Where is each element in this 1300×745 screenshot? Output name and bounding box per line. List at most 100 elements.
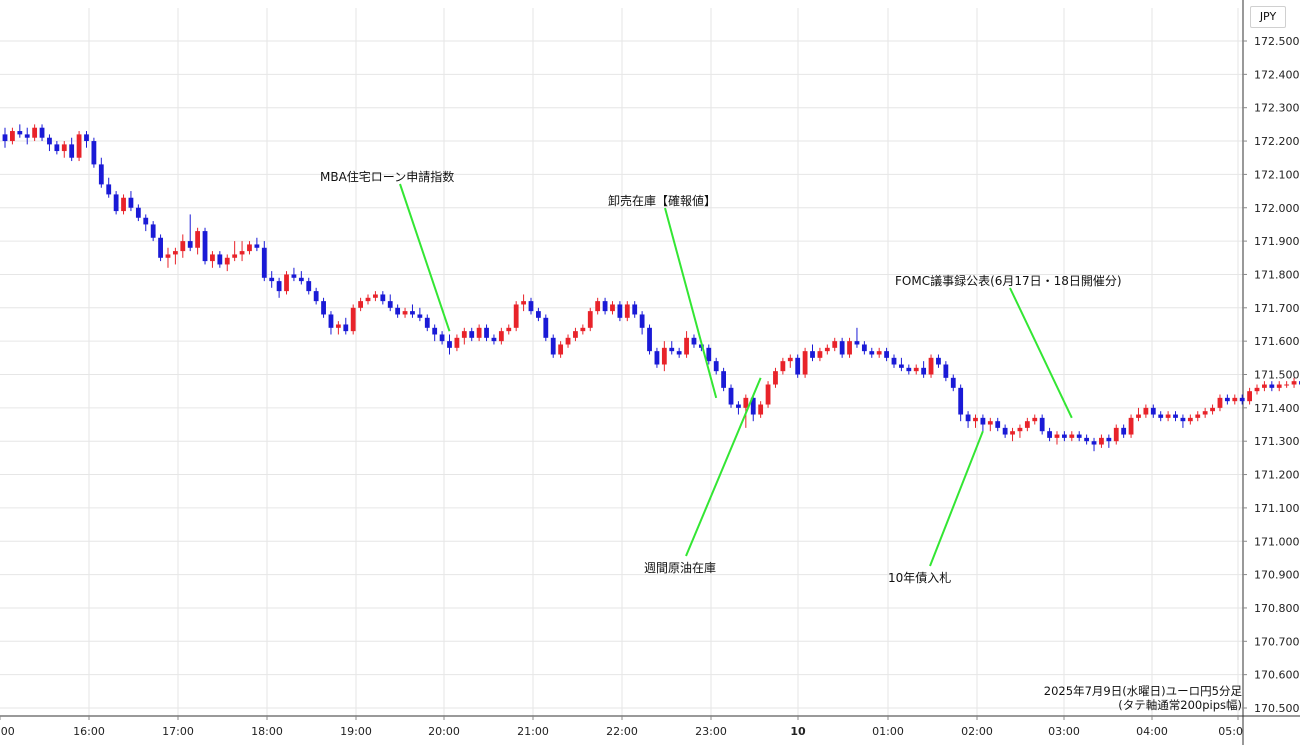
candle [491,334,497,345]
candle [306,277,312,295]
candle-body [2,134,8,142]
candle [224,254,230,272]
candle-body [824,347,830,352]
candle-body [1269,384,1275,388]
candle [839,337,845,358]
candle-body [224,257,230,265]
y-tick-label: 171.500 [1254,369,1300,382]
candle-body [1180,417,1186,422]
candle-body [891,357,897,365]
candle [469,327,475,342]
candle-body [773,371,778,385]
candle-body [61,144,67,152]
candle-body [39,127,45,138]
candle [180,234,186,258]
candle [128,191,134,212]
x-tick-label: 16:00 [73,725,105,738]
candle-body [550,337,556,355]
candle-body [884,351,889,358]
candle [365,294,371,305]
candle-body [321,301,326,315]
candle-body [1165,414,1171,418]
candle-body [906,367,912,372]
candle-body [1276,384,1282,388]
candle-body [580,327,586,332]
candle [832,337,838,352]
candle-body [47,137,52,145]
y-tick-label: 170.700 [1254,635,1300,648]
candle [536,307,541,322]
candle [854,327,860,348]
candle-body [498,331,504,342]
candle-body [410,311,415,315]
annotation-label-crude-oil-inventories: 週間原油在庫 [644,561,717,575]
candle [617,301,623,322]
x-tick-label: :00 [0,725,15,738]
candle [654,347,660,368]
candle [172,247,178,265]
candle-body [461,331,467,338]
candle [1002,424,1008,438]
candle-body [528,301,534,312]
candle [765,381,771,408]
candle-body [1113,427,1119,442]
candle [350,304,356,335]
candle [661,341,667,372]
candle [113,191,119,215]
candle [936,354,941,368]
candle [254,237,260,252]
candle [328,311,334,335]
candle [261,241,267,282]
candle-body [373,294,378,298]
y-tick-label: 171.200 [1254,469,1300,482]
candle [232,241,238,262]
candle [847,337,852,358]
candle-body [780,361,786,372]
candle-body [54,144,60,152]
candle [91,137,97,168]
candle-body [143,217,149,225]
candle-body [254,244,260,248]
candle [98,157,104,188]
candle-body [1187,417,1193,422]
candle-body [684,337,689,355]
candle [135,204,141,222]
candle-body [676,351,682,355]
candle-body [624,304,630,318]
candle [1239,394,1245,405]
candle-body [187,241,193,248]
candle-body [632,304,638,315]
candle [143,214,149,232]
candle [32,124,38,142]
candle-body [417,314,423,318]
candle [158,234,163,262]
candle-body [1232,397,1238,402]
y-tick-label: 171.100 [1254,502,1300,515]
candle-body [454,337,460,348]
y-tick-label: 171.400 [1254,402,1300,415]
y-tick-label: 172.000 [1254,202,1300,215]
currency-unit-label[interactable]: JPY [1250,6,1286,28]
candle [291,267,297,282]
candle [498,327,504,345]
y-axis-ticks: 172.500 172.400 172.300 172.200 172.100 172.0… [1243,35,1300,715]
candle [995,417,1001,432]
candle [795,354,801,378]
candle [869,347,875,358]
candle [884,347,889,362]
candle-body [1202,411,1208,415]
candle-body [506,327,512,332]
candle [1210,404,1215,415]
candle [1150,404,1156,418]
candle [558,341,564,358]
candle [580,324,586,335]
candle-body [1158,414,1164,418]
candle-body [573,331,578,338]
candle-body [447,341,452,348]
candle [595,297,601,315]
candle-body [1195,414,1201,418]
y-tick-label: 171.800 [1254,268,1300,281]
candle [1276,381,1282,392]
annotation-line [929,430,984,567]
annotation-line [664,207,718,399]
